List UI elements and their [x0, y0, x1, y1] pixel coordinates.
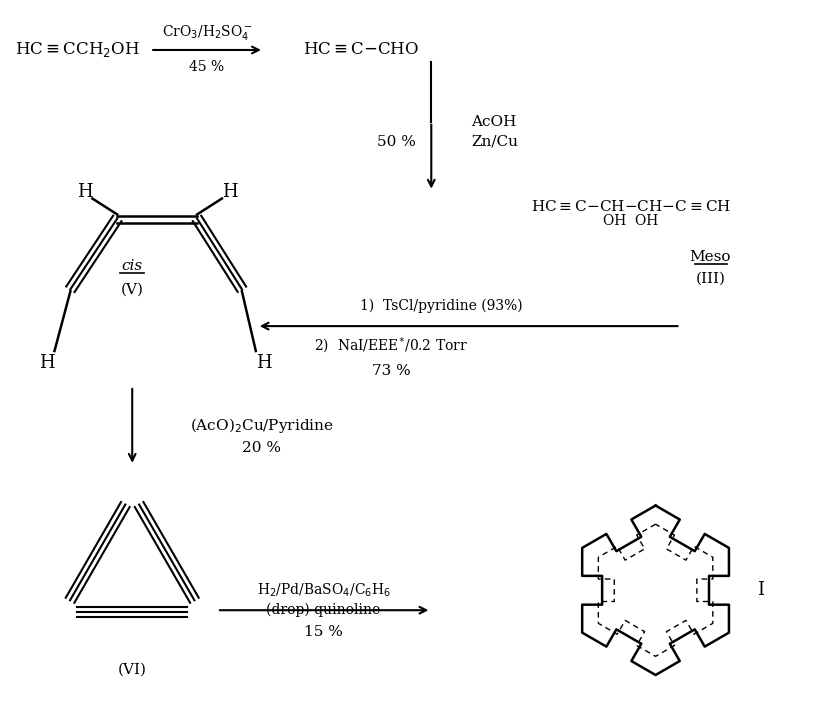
Text: AcOH: AcOH [471, 115, 516, 129]
Text: CrO$_3$/H$_2$SO$_4^-$: CrO$_3$/H$_2$SO$_4^-$ [162, 22, 253, 42]
Text: 1)  TsCl/pyridine (93%): 1) TsCl/pyridine (93%) [360, 299, 523, 314]
Text: HC$\equiv$C$-$CH$-$CH$-$C$\equiv$CH: HC$\equiv$C$-$CH$-$CH$-$C$\equiv$CH [530, 199, 731, 214]
Text: (III): (III) [696, 271, 726, 286]
Text: H: H [77, 182, 93, 200]
Text: 45 %: 45 % [189, 60, 224, 74]
Text: H: H [38, 354, 54, 372]
Text: HC$\equiv$CCH$_2$OH: HC$\equiv$CCH$_2$OH [15, 40, 140, 60]
Text: (drop) quinoline: (drop) quinoline [267, 603, 381, 617]
Text: OH  OH: OH OH [603, 214, 658, 229]
Text: H: H [256, 354, 272, 372]
Text: 15 %: 15 % [304, 625, 343, 639]
Text: (AcO)$_2$Cu/Pyridine: (AcO)$_2$Cu/Pyridine [190, 416, 334, 435]
Text: H$_2$/Pd/BaSO$_4$/C$_6$H$_6$: H$_2$/Pd/BaSO$_4$/C$_6$H$_6$ [257, 582, 390, 599]
Text: 73 %: 73 % [372, 364, 411, 378]
Text: 50 %: 50 % [377, 135, 416, 149]
Text: (V): (V) [121, 282, 143, 296]
Text: cis: cis [122, 260, 143, 273]
Text: 20 %: 20 % [243, 441, 281, 455]
Text: H: H [222, 182, 238, 200]
Text: Zn/Cu: Zn/Cu [471, 135, 518, 149]
Text: I: I [756, 581, 764, 599]
Text: 2)  NaI/EEE$^\mathtt{*}$/0.2 Torr: 2) NaI/EEE$^\mathtt{*}$/0.2 Torr [314, 336, 469, 356]
Text: (VI): (VI) [118, 663, 147, 677]
Text: Meso: Meso [690, 250, 731, 265]
Text: HC$\equiv$C$-$CHO: HC$\equiv$C$-$CHO [304, 42, 420, 58]
